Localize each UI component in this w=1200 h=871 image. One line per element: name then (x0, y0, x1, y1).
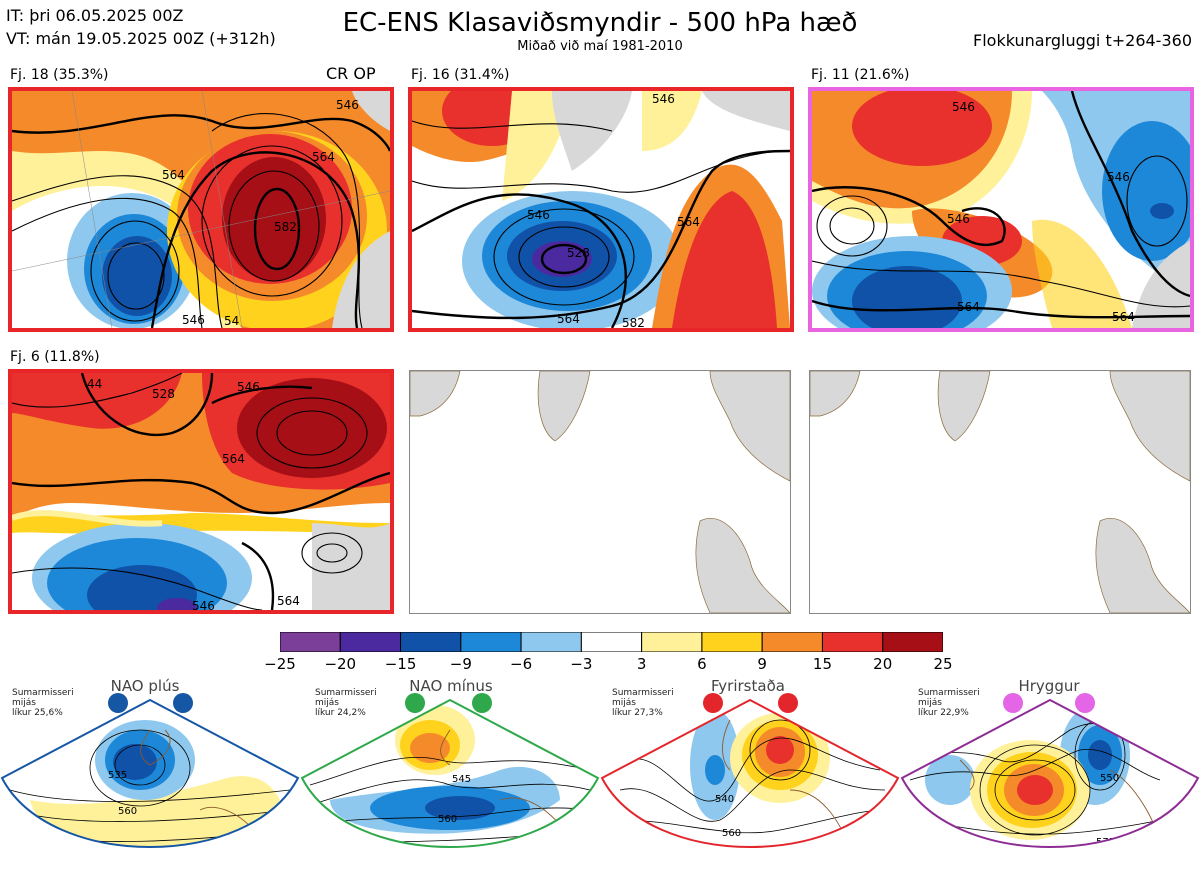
contour-label: 575 (738, 852, 757, 863)
regime-1-info: Sumarmisseri mijás líkur 25,6% (12, 688, 74, 718)
contour-label: 530 (1122, 722, 1141, 733)
contour-label: 582 (622, 316, 645, 328)
contour-label: 546 (947, 212, 970, 226)
colorbar (279, 631, 944, 656)
regime-3-marker-left (703, 693, 723, 713)
contour-label: 545 (452, 774, 471, 785)
page-subtitle: Miðað við maí 1981-2010 (517, 39, 683, 54)
panel-label-3: Fj. 11 (21.6%) (811, 67, 910, 83)
regime-3-title: Fyrirstaða (711, 677, 785, 695)
colorbar-swatch (641, 631, 703, 653)
contour-label: 528 (152, 387, 175, 401)
colorbar-swatch (882, 631, 944, 653)
crop-tag: CR OP (326, 64, 376, 83)
regime-4-title: Hryggur (1018, 677, 1080, 695)
contour-label: 582 (274, 220, 297, 234)
regime-4-marker-right (1075, 693, 1095, 713)
contour-label: 564 (222, 452, 245, 466)
page-title: EC-ENS Klasaviðsmyndir - 500 hPa hæð (342, 8, 858, 38)
regime-3-marker-right (778, 693, 798, 713)
contour-label: 560 (722, 828, 741, 839)
panel-label-4: Fj. 6 (11.8%) (10, 349, 100, 365)
contour-label: 564 (557, 312, 580, 326)
contour-label: 546 (952, 100, 975, 114)
colorbar-tick-label: −6 (510, 655, 533, 673)
empty-map-1 (409, 370, 791, 614)
contour-label: 575 (448, 850, 467, 861)
colorbar-swatch (400, 631, 462, 653)
contour-label: 564 (677, 215, 700, 229)
regime-1-map: 535 560 (0, 698, 300, 848)
init-time: IT: þri 06.05.2025 00Z (6, 6, 184, 25)
colorbar-swatch (701, 631, 763, 653)
contour-label: 540 (715, 794, 734, 805)
colorbar-tick-label: 3 (636, 655, 647, 673)
contour-label: 546 (237, 380, 260, 394)
regime-4-info: Sumarmisseri mijás líkur 22,9% (918, 688, 980, 718)
panel-label-1: Fj. 18 (35.3%) (10, 67, 109, 83)
regime-1-marker-left (108, 693, 128, 713)
contour-label: 546 (652, 92, 675, 106)
colorbar-swatch (279, 631, 341, 653)
contour-label: 560 (118, 806, 137, 817)
header-info: IT: þri 06.05.2025 00Z VT: mán 19.05.202… (6, 4, 276, 50)
cluster-map-4: 528 546 564 546 564 44 (8, 369, 394, 614)
contour-label: 44 (87, 377, 102, 391)
cluster-map-2: 546 528 564 564 582 546 (408, 87, 794, 332)
colorbar-tick-label: 9 (757, 655, 767, 673)
cluster-map-3: 546 546 564 564 546 (808, 87, 1194, 332)
regime-2-title: NAO mínus (409, 677, 493, 695)
colorbar-tick-label: 6 (697, 655, 707, 673)
colorbar-tick-label: −9 (449, 655, 472, 673)
colorbar-tick-label: −20 (324, 655, 357, 673)
contour-label: 564 (277, 594, 300, 608)
colorbar-tick-label: −25 (264, 655, 296, 673)
empty-map-2 (809, 370, 1191, 614)
contour-label: 564 (1112, 310, 1135, 324)
colorbar-tick-label: 25 (933, 655, 953, 673)
regime-4-marker-left (1003, 693, 1023, 713)
colorbar-swatch (339, 631, 402, 653)
contour-label: 535 (108, 770, 127, 781)
colorbar-swatch (460, 631, 522, 653)
classification-window: Flokkunargluggi t+264-360 (973, 31, 1192, 50)
regime-strip: Sumarmisseri mijás líkur 25,6% NAO plús … (0, 670, 1200, 871)
regime-1-marker-right (173, 693, 193, 713)
colorbar-tick-label: −15 (384, 655, 417, 673)
contour-label: 564 (957, 300, 980, 314)
colorbar-swatch (520, 631, 582, 653)
colorbar-tick-label: −3 (570, 655, 593, 673)
regime-3-map: 540 560 575 (600, 698, 900, 863)
contour-label: 546 (1107, 170, 1130, 184)
contour-label: 546 (336, 98, 359, 112)
regime-2-map: 545 560 575 (300, 698, 600, 861)
regime-2-marker-left (405, 693, 425, 713)
cluster-map-1: 546 564 582 54 546 564 (8, 87, 394, 332)
colorbar-swatch (580, 631, 643, 653)
contour-label: 54 (224, 314, 239, 328)
regime-1-title: NAO plús (110, 677, 180, 695)
regime-2-marker-right (472, 693, 492, 713)
colorbar-swatch (761, 631, 823, 653)
colorbar-swatch (821, 631, 884, 653)
contour-label: 546 (192, 599, 215, 610)
contour-label: 564 (312, 150, 335, 164)
contour-label: 546 (182, 313, 205, 327)
colorbar-tick-label: 20 (873, 655, 893, 673)
regime-2-info: Sumarmisseri mijás líkur 24,2% (315, 688, 377, 718)
contour-label: 550 (1100, 773, 1119, 784)
contour-label: 528 (567, 246, 590, 260)
valid-time: VT: mán 19.05.2025 00Z (+312h) (6, 29, 276, 48)
contour-label: 564 (162, 168, 185, 182)
colorbar-tick-label: 15 (812, 655, 832, 673)
contour-label: 560 (438, 814, 457, 825)
panel-label-2: Fj. 16 (31.4%) (411, 67, 510, 83)
regime-3-info: Sumarmisseri mijás líkur 27,3% (612, 688, 674, 718)
contour-label: 546 (527, 208, 550, 222)
